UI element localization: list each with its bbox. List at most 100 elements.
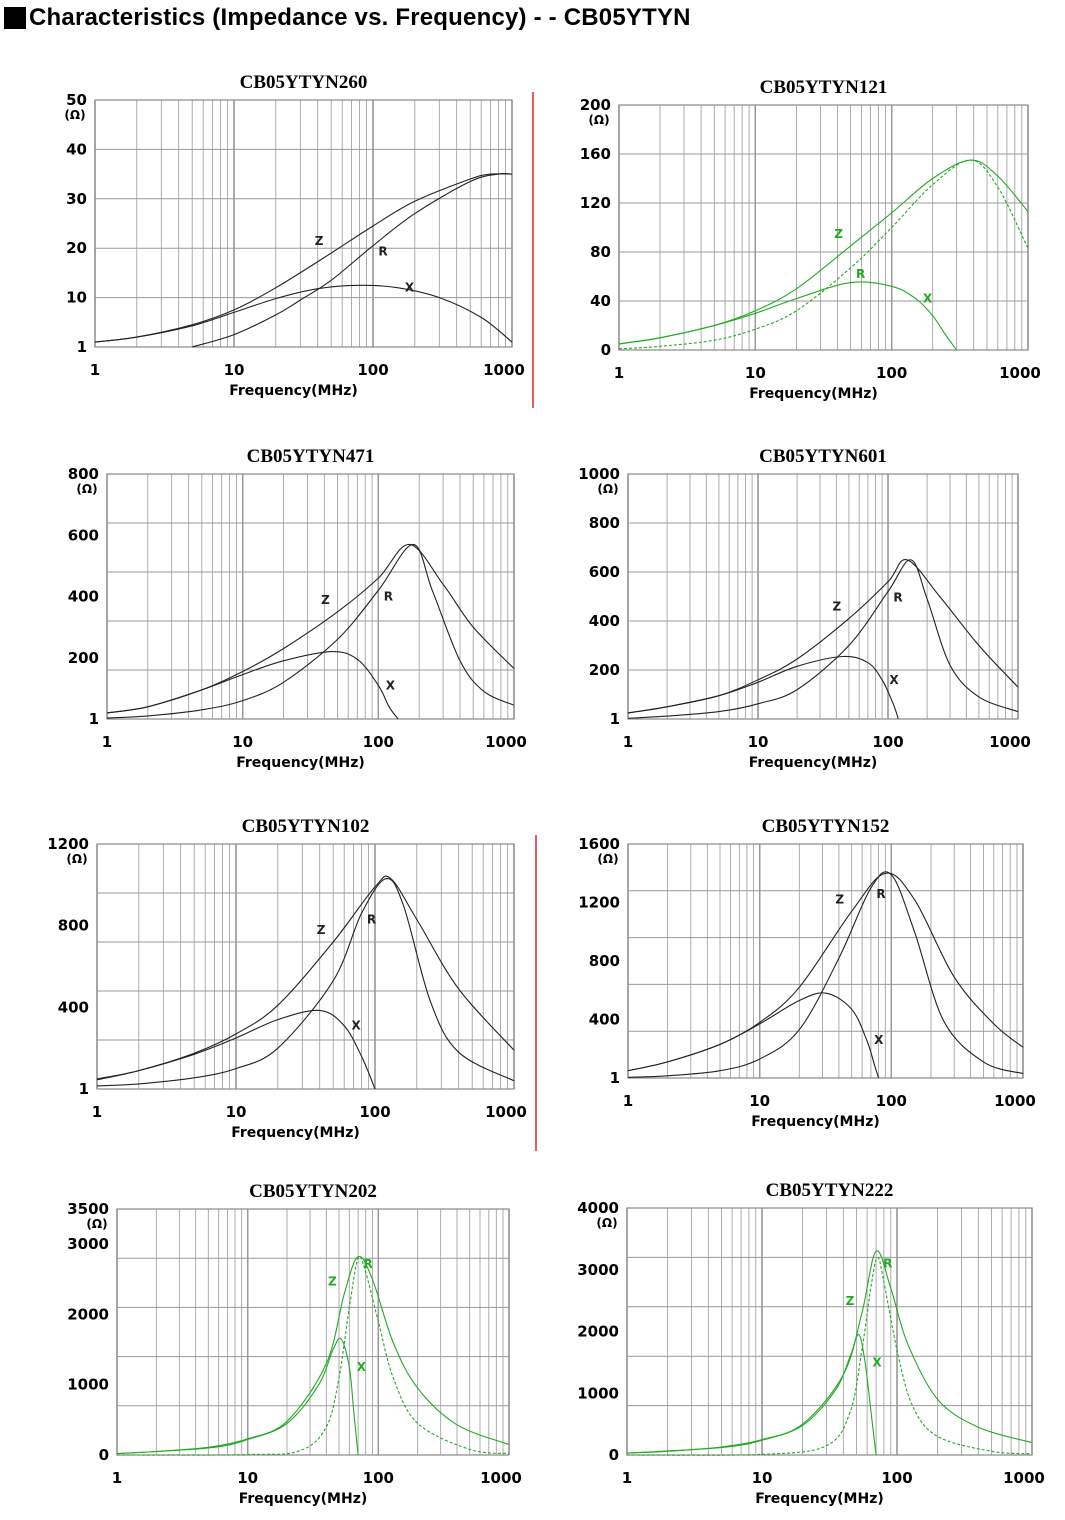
series-label-z: Z [315,234,324,248]
chart-grid [627,844,1024,1078]
series-line-x [627,992,880,1079]
chart-title: CB05YTYN152 [762,816,890,837]
chart-grid [106,474,515,719]
y-tick-label: 50 [66,91,87,109]
y-tick-label: 800 [58,917,89,935]
x-tick-label: 1 [614,364,624,382]
plot-frame [618,104,1029,351]
y-tick-label: 4000 [577,1199,619,1217]
y-tick-label: 40 [66,140,87,158]
x-axis-label: Frequency(MHz) [751,1114,880,1130]
y-tick-label: 40 [590,292,611,310]
y-tick-label: 1000 [578,465,620,483]
series-line-r [96,878,515,1087]
y-tick-label: 10 [66,289,87,307]
chart-title: CB05YTYN102 [242,816,370,837]
x-tick-label: 100 [363,1469,394,1487]
separator-line [535,835,537,1151]
plot-frame [627,473,1019,720]
y-tick-label: 600 [589,563,620,581]
series-line-r [627,871,1024,1078]
y-tick-label: 3500 [67,1200,109,1218]
x-tick-label: 10 [745,364,766,382]
chart-cb05ytyn260: CB05YTYN260 1 10 20 30 40 50(Ω) 1 10 100 1000 Frequ… [64,72,524,399]
plot-frame [96,843,515,1090]
y-tick-label: 0 [601,341,611,359]
x-tick-label: 1 [112,1469,122,1487]
y-tick-label: 1600 [578,835,620,853]
x-tick-label: 1 [92,1103,102,1121]
chart-cb05ytyn121: CB05YTYN121 0 40 80 120 160 200(Ω) 1 10 100 1000 Fr… [580,77,1041,402]
x-tick-label: 1000 [999,364,1041,382]
series-label-r: R [363,1257,372,1271]
series-label-z: Z [321,593,330,607]
x-tick-label: 1 [623,733,633,751]
y-tick-label: 80 [590,243,611,261]
series-label-x: X [923,292,933,306]
chart-grid [94,100,513,347]
series-line-r [627,559,1019,719]
y-tick-label: 1200 [47,835,89,853]
plot-frame [94,99,513,348]
y-tick-label: 1000 [577,1384,619,1402]
series-line-x [106,651,399,720]
chart-title: CB05YTYN121 [760,77,888,98]
y-tick-label: 600 [68,526,99,544]
x-tick-label: 100 [876,364,907,382]
y-unit-label: (Ω) [66,852,87,866]
series-line-r [626,1256,1033,1456]
series-label-z: Z [317,923,326,937]
series-line-z [106,543,515,714]
x-tick-label: 10 [232,733,253,751]
chart-cb05ytyn471: CB05YTYN471 1 200 400 600 800(Ω) 1 10 100 1000 Fre… [68,446,527,771]
chart-title: CB05YTYN222 [766,1180,894,1201]
x-axis-label: Frequency(MHz) [236,755,365,771]
y-tick-label: 20 [66,239,87,257]
x-tick-label: 100 [881,1469,912,1487]
chart-cb05ytyn102: CB05YTYN102 1 400 800 1200(Ω) 1 10 100 1000 Frequ… [47,816,527,1141]
y-tick-label: 2000 [577,1323,619,1341]
x-tick-label: 100 [357,361,388,379]
x-tick-label: 10 [226,1103,247,1121]
series-label-r: R [893,591,902,605]
series-line-r [106,543,515,719]
y-tick-label: 400 [68,588,99,606]
series-label-x: X [872,1355,882,1369]
series-label-z: Z [833,600,842,614]
y-tick-label: 160 [580,145,611,163]
series-line-x [618,281,958,351]
chart-cb05ytyn202: CB05YTYN202 0 1000 2000 3000 3500(Ω) 1 10 100 100… [67,1181,522,1507]
y-unit-label: (Ω) [596,1216,617,1230]
chart-title: CB05YTYN202 [249,1181,377,1202]
y-tick-label: 1 [610,1069,620,1087]
y-tick-label: 30 [66,190,87,208]
series-line-x [116,1337,359,1456]
chart-title: CB05YTYN471 [247,446,375,467]
chart-grid [618,105,1029,350]
series-label-z: Z [834,227,843,241]
x-tick-label: 1 [90,361,100,379]
y-tick-label: 1 [610,710,620,728]
series-label-z: Z [846,1294,855,1308]
series-line-z [627,559,1019,714]
plot-frame [116,1208,510,1456]
y-tick-label: 800 [68,465,99,483]
page-heading: Characteristics (Impedance vs. Frequency… [4,4,691,32]
x-tick-label: 100 [363,733,394,751]
x-tick-label: 1 [623,1092,633,1110]
x-tick-label: 10 [224,361,245,379]
y-unit-label: (Ω) [64,108,85,122]
y-tick-label: 120 [580,194,611,212]
series-line-r [192,173,513,348]
y-tick-label: 1200 [578,894,620,912]
chart-title: CB05YTYN260 [240,72,368,93]
x-axis-label: Frequency(MHz) [229,383,358,399]
y-tick-label: 0 [609,1446,619,1464]
y-tick-label: 3000 [67,1235,109,1253]
x-tick-label: 100 [872,733,903,751]
y-tick-label: 400 [58,998,89,1016]
x-tick-label: 100 [876,1092,907,1110]
y-unit-label: (Ω) [597,852,618,866]
series-label-z: Z [835,892,844,906]
